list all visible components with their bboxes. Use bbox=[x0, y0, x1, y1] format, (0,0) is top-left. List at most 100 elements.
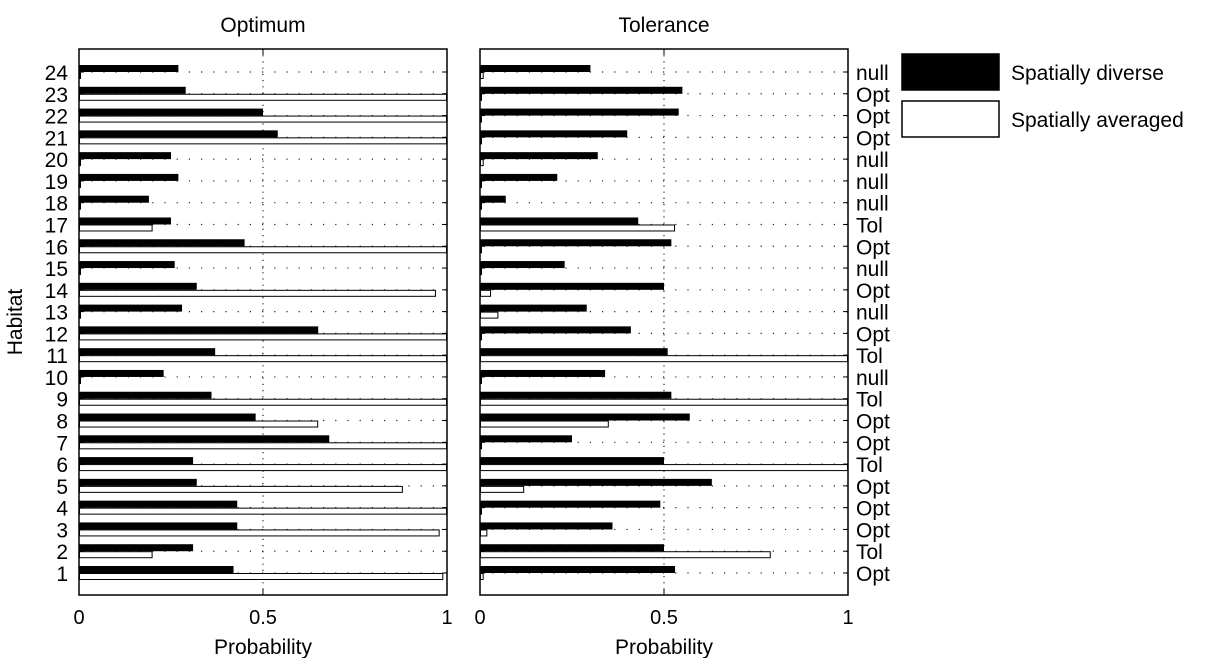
habitat-tick-label: 20 bbox=[45, 149, 68, 172]
panel-optimum-bar-diverse bbox=[79, 435, 330, 443]
panel-optimum-bar-averaged bbox=[79, 420, 319, 428]
panel-tolerance-bar-diverse bbox=[480, 261, 565, 269]
habitat-tick-label: 17 bbox=[45, 214, 68, 237]
panel-tolerance-bar-diverse bbox=[480, 130, 628, 138]
habitat-tick-label: 10 bbox=[45, 367, 68, 390]
panel-tolerance-bar-diverse bbox=[480, 326, 631, 334]
panel-optimum-bar-averaged bbox=[79, 398, 447, 406]
row-label: Opt bbox=[856, 236, 890, 259]
panel-optimum-bar-averaged bbox=[79, 551, 153, 559]
panel-tolerance-bar-averaged bbox=[480, 289, 492, 297]
row-label: Opt bbox=[856, 280, 890, 303]
row-label: Opt bbox=[856, 476, 890, 499]
panel-tolerance-bar-diverse bbox=[480, 304, 587, 312]
panel-tolerance-bar-averaged bbox=[480, 311, 499, 319]
habitat-tick-label: 23 bbox=[45, 84, 68, 107]
panel-tolerance-bar-diverse bbox=[480, 152, 598, 160]
panel-optimum-bar-diverse bbox=[79, 195, 149, 203]
panel-optimum-xtick-label: 0 bbox=[73, 607, 84, 629]
panel-tolerance-bar-diverse bbox=[480, 195, 506, 203]
panel-tolerance-bar-diverse bbox=[480, 86, 683, 94]
habitat-tick-label: 12 bbox=[45, 323, 68, 346]
panel-tolerance-bar-averaged bbox=[480, 529, 488, 537]
panel-tolerance-bar-diverse bbox=[480, 282, 664, 290]
panel-optimum-bar-diverse bbox=[79, 348, 216, 356]
panel-tolerance-bar-diverse bbox=[480, 108, 679, 116]
panel-optimum-xtick-label: 1 bbox=[441, 607, 452, 629]
panel-optimum-bar-averaged bbox=[79, 529, 440, 537]
panel-optimum-bar-averaged bbox=[79, 442, 447, 450]
panel-optimum-bar-averaged bbox=[79, 573, 444, 580]
panel-optimum-bar-diverse bbox=[79, 304, 183, 312]
panel-optimum-bar-diverse bbox=[79, 544, 194, 552]
panel-tolerance-bar-diverse bbox=[480, 65, 591, 72]
habitat-tick-label: 24 bbox=[45, 62, 69, 85]
panel-optimum-bar-averaged bbox=[79, 507, 447, 515]
legend-swatch-diverse bbox=[901, 53, 1000, 91]
panel-tolerance-bar-diverse bbox=[480, 566, 676, 573]
panel-tolerance-bar-averaged bbox=[480, 355, 848, 363]
panel-tolerance-bar-diverse bbox=[480, 173, 558, 181]
habitat-tick-label: 5 bbox=[56, 476, 68, 499]
panel-optimum-bar-diverse bbox=[79, 86, 186, 94]
panel-optimum-bar-averaged bbox=[79, 464, 447, 472]
panel-tolerance-bar-averaged bbox=[480, 72, 484, 79]
habitat-tick-label: 22 bbox=[45, 106, 68, 129]
row-label: null bbox=[856, 367, 889, 390]
row-label: Opt bbox=[856, 432, 890, 455]
panel-tolerance-bar-averaged bbox=[480, 485, 525, 493]
row-label: Opt bbox=[856, 411, 890, 434]
panel-tolerance-bar-averaged bbox=[480, 573, 484, 580]
row-label: Opt bbox=[856, 519, 890, 542]
habitat-tick-label: 15 bbox=[45, 258, 68, 281]
habitat-tick-label: 4 bbox=[56, 498, 68, 521]
row-label: Opt bbox=[856, 563, 890, 586]
row-label: Tol bbox=[856, 389, 883, 412]
panel-optimum-bar-diverse bbox=[79, 173, 179, 181]
panel-optimum-bar-diverse bbox=[79, 391, 212, 399]
habitat-tick-label: 14 bbox=[45, 280, 69, 303]
panel-optimum-bar-averaged bbox=[79, 93, 447, 101]
panel-optimum-bar-averaged bbox=[79, 333, 447, 341]
panel-optimum-bar-diverse bbox=[79, 130, 278, 138]
panel-optimum-bar-diverse bbox=[79, 282, 197, 290]
panel-tolerance-bar-diverse bbox=[480, 435, 572, 443]
panel-optimum-xlabel: Probability bbox=[214, 636, 313, 658]
panel-optimum-bar-averaged bbox=[79, 224, 153, 232]
panel-tolerance-bar-averaged bbox=[480, 159, 484, 167]
panel-optimum-bar-diverse bbox=[79, 108, 263, 116]
row-label: Opt bbox=[856, 106, 890, 129]
legend-label-diverse: Spatially diverse bbox=[1011, 62, 1164, 85]
panel-optimum-bar-diverse bbox=[79, 457, 194, 465]
panel-optimum-bar-diverse bbox=[79, 369, 164, 377]
panel-tolerance-xtick-label: 1 bbox=[842, 607, 853, 629]
panel-tolerance-xtick-label: 0 bbox=[474, 607, 485, 629]
panel-optimum-bar-averaged bbox=[79, 289, 436, 297]
row-label: null bbox=[856, 193, 889, 216]
y-axis-label: Habitat bbox=[4, 289, 27, 356]
panel-tolerance-bar-diverse bbox=[480, 478, 712, 486]
panel-optimum-title: Optimum bbox=[220, 14, 305, 37]
panel-tolerance-bar-diverse bbox=[480, 522, 613, 530]
legend-swatch-averaged bbox=[901, 100, 1000, 138]
habitat-tick-label: 7 bbox=[56, 432, 68, 455]
panel-optimum-bar-diverse bbox=[79, 326, 319, 334]
panel-optimum-bar-diverse bbox=[79, 261, 175, 269]
panel-optimum-bar-diverse bbox=[79, 152, 171, 160]
habitat-tick-label: 1 bbox=[56, 563, 68, 586]
panel-tolerance-bar-averaged bbox=[480, 464, 848, 472]
row-label: Opt bbox=[856, 498, 890, 521]
panel-optimum-bar-diverse bbox=[79, 566, 234, 573]
panel-optimum-bar-averaged bbox=[79, 246, 447, 254]
row-label: Tol bbox=[856, 541, 883, 564]
row-label: Opt bbox=[856, 84, 890, 107]
panel-tolerance-title: Tolerance bbox=[618, 14, 709, 37]
panel-tolerance-xtick-label: 0.5 bbox=[650, 607, 678, 629]
panel-optimum-bar-diverse bbox=[79, 65, 179, 72]
panel-tolerance-bar-diverse bbox=[480, 457, 664, 465]
panel-optimum-bar-averaged bbox=[79, 115, 447, 123]
panel-tolerance-bar-diverse bbox=[480, 369, 606, 377]
habitat-tick-label: 16 bbox=[45, 236, 68, 259]
panel-optimum-bar-averaged bbox=[79, 485, 403, 493]
